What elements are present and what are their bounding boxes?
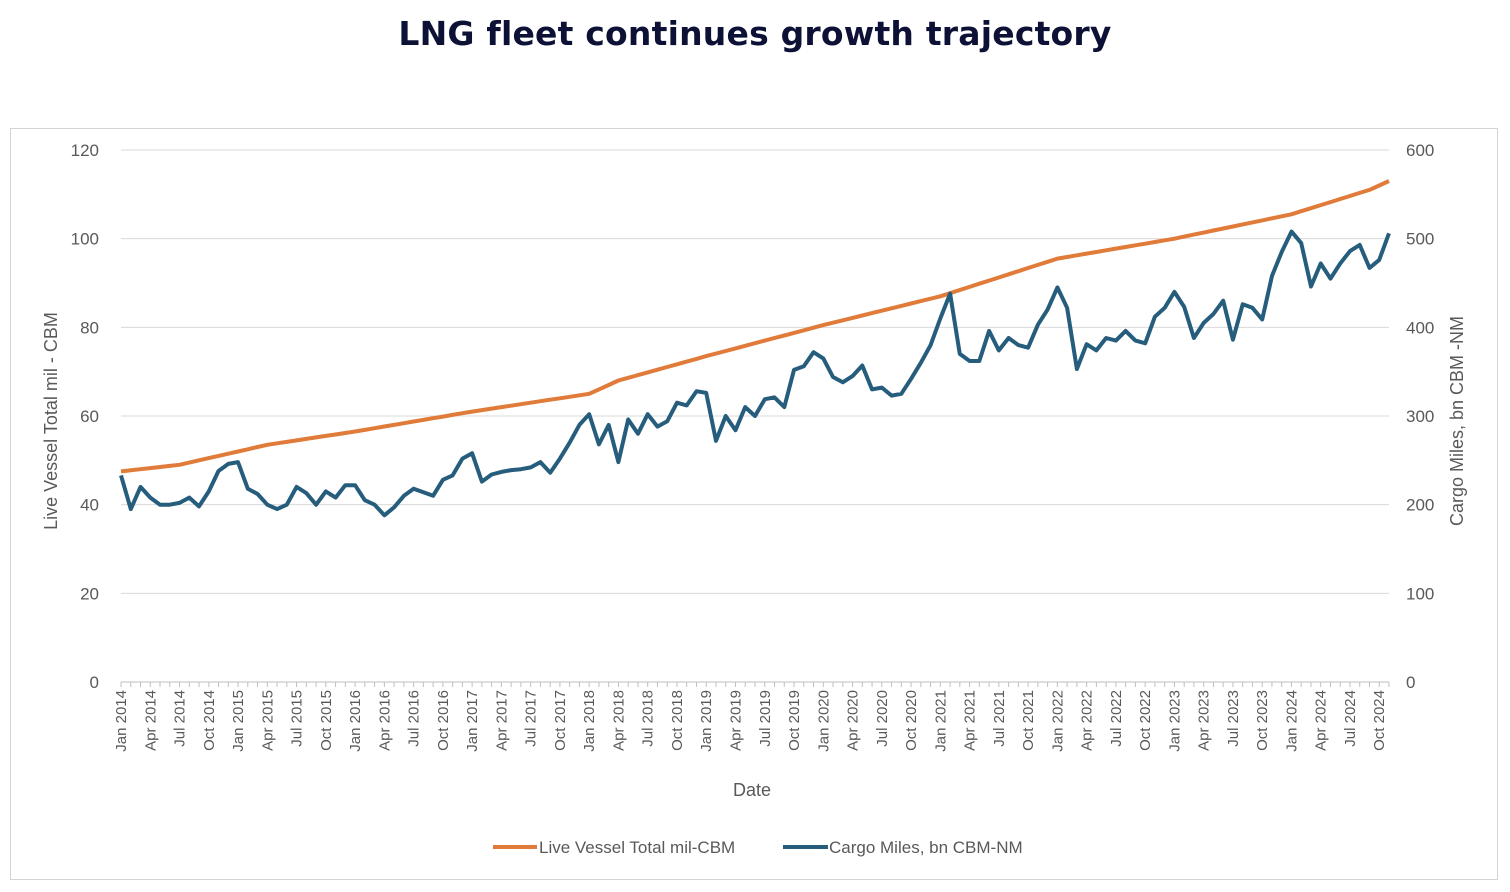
x-tick-label: Jan 2021 <box>932 690 949 752</box>
x-tick-label: Jul 2015 <box>289 690 306 747</box>
series-line-cargo-miles <box>119 229 1391 518</box>
y-right-tick-label: 400 <box>1406 318 1434 337</box>
y-right-tick-label: 500 <box>1406 230 1434 249</box>
x-tick-label: Jan 2022 <box>1049 690 1066 752</box>
x-tick-label: Apr 2019 <box>727 690 744 751</box>
x-tick-label: Apr 2020 <box>845 690 862 751</box>
x-tick-label: Jan 2015 <box>230 690 247 752</box>
x-tick-label: Apr 2021 <box>962 690 979 751</box>
y-axis-right-title: Cargo Miles, bn CBM -NM <box>1447 316 1467 526</box>
x-tick-label: Oct 2020 <box>903 690 920 751</box>
x-tick-label: Jul 2019 <box>757 690 774 747</box>
x-tick-label: Jan 2014 <box>113 690 130 752</box>
chart: 0 20 40 60 80 100 120 0 100 200 300 400 500 600 Jan … <box>41 141 1467 857</box>
x-tick-label: Apr 2022 <box>1079 690 1096 751</box>
x-tick-label: Jan 2017 <box>464 690 481 752</box>
x-tick-label: Jul 2016 <box>406 690 423 747</box>
x-tick-label: Jul 2020 <box>874 690 891 747</box>
x-tick-label: Jan 2016 <box>347 690 364 752</box>
x-tick-label: Jan 2020 <box>815 690 832 752</box>
x-tick-label: Jul 2022 <box>1108 690 1125 747</box>
x-tick-label: Apr 2023 <box>1196 690 1213 751</box>
y-right-tick-label: 0 <box>1406 673 1415 692</box>
x-axis-title: Date <box>733 780 771 800</box>
y-left-tick-label: 60 <box>80 407 99 426</box>
series-line-live-vessel-total <box>120 179 1390 474</box>
x-tick-label: Jan 2018 <box>581 690 598 752</box>
legend-label-live-vessel: Live Vessel Total mil-CBM <box>539 838 735 857</box>
x-tick-label: Apr 2015 <box>259 690 276 751</box>
x-tick-label: Oct 2023 <box>1254 690 1271 751</box>
legend: Live Vessel Total mil-CBM Cargo Miles, b… <box>493 838 1023 857</box>
x-tick-label: Apr 2017 <box>493 690 510 751</box>
x-tick-label: Jul 2017 <box>523 690 540 747</box>
y-right-tick-label: 600 <box>1406 141 1434 160</box>
y-left-tick-label: 80 <box>80 318 99 337</box>
y-left-tick-label: 120 <box>71 141 99 160</box>
x-tick-label: Oct 2019 <box>786 690 803 751</box>
x-tick-label: Apr 2024 <box>1313 690 1330 751</box>
y-left-tick-label: 100 <box>71 230 99 249</box>
x-tick-label: Jul 2021 <box>991 690 1008 747</box>
x-tick-label: Oct 2014 <box>201 690 218 751</box>
y-left-tick-label: 20 <box>80 584 99 603</box>
x-tick-label: Oct 2018 <box>669 690 686 751</box>
x-tick-label: Oct 2022 <box>1137 690 1154 751</box>
x-tick-label: Apr 2018 <box>610 690 627 751</box>
x-tick-label: Jan 2024 <box>1283 690 1300 752</box>
x-tick-label: Apr 2016 <box>376 690 393 751</box>
x-tick-label: Oct 2015 <box>318 690 335 751</box>
y-right-tick-label: 300 <box>1406 407 1434 426</box>
x-tick-label: Jul 2023 <box>1225 690 1242 747</box>
x-tick-label: Apr 2014 <box>142 690 159 751</box>
y-right-tick-label: 100 <box>1406 584 1434 603</box>
x-tick-label: Jan 2019 <box>698 690 715 752</box>
x-tick-label: Oct 2024 <box>1371 690 1388 751</box>
x-tick-label: Jul 2024 <box>1342 690 1359 747</box>
y-right-tick-label: 200 <box>1406 496 1434 515</box>
x-tick-label: Jul 2014 <box>172 690 189 747</box>
page-title: LNG fleet continues growth trajectory <box>398 14 1112 53</box>
x-tick-label: Jan 2023 <box>1166 690 1183 752</box>
x-tick-label: Jul 2018 <box>640 690 657 747</box>
y-axis-left-title: Live Vessel Total mil - CBM <box>41 312 61 530</box>
legend-label-cargo-miles: Cargo Miles, bn CBM-NM <box>829 838 1023 857</box>
x-tick-label: Oct 2021 <box>1020 690 1037 751</box>
chart-frame: 0 20 40 60 80 100 120 0 100 200 300 400 500 600 Jan … <box>10 128 1498 880</box>
x-tick-label: Oct 2017 <box>552 690 569 751</box>
y-left-tick-label: 40 <box>80 496 99 515</box>
x-tick-label: Oct 2016 <box>435 690 452 751</box>
y-left-tick-label: 0 <box>90 673 99 692</box>
